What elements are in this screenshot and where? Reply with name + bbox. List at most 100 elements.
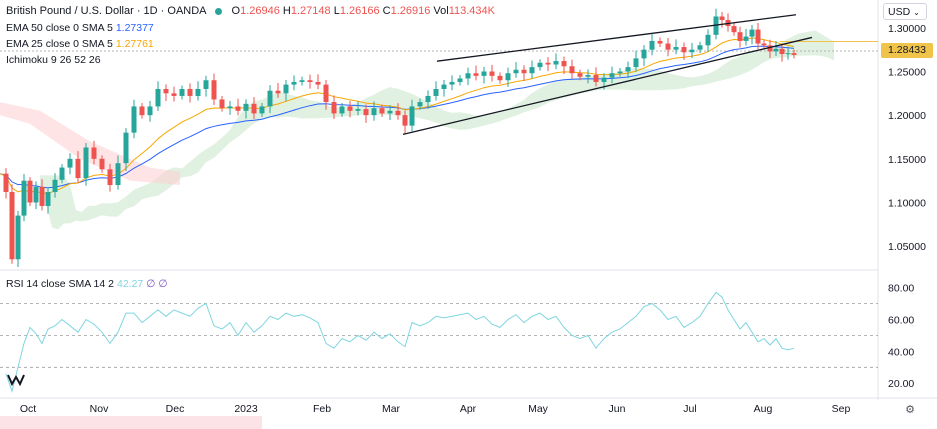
candle-body xyxy=(291,81,297,85)
candle xyxy=(489,64,495,82)
candle xyxy=(323,80,329,110)
candle xyxy=(219,95,225,112)
candle xyxy=(649,34,655,56)
candle-body xyxy=(227,106,233,109)
candle-body xyxy=(131,106,137,133)
grid-lines xyxy=(0,0,937,400)
candle-body xyxy=(39,186,45,206)
candle-body xyxy=(529,67,535,74)
time-tick-label: Sep xyxy=(832,403,851,415)
candle xyxy=(275,83,281,98)
candle-body xyxy=(577,73,583,77)
ichimoku-legend[interactable]: Ichimoku 9 26 52 26 xyxy=(6,54,101,66)
rsi-legend[interactable]: RSI 14 close SMA 14 2 42.27 ∅ ∅ xyxy=(6,278,168,290)
time-tick-label: 2023 xyxy=(234,403,258,415)
price-tick-label: 1.15000 xyxy=(888,154,926,166)
candle xyxy=(731,22,737,36)
candle-body xyxy=(513,69,519,74)
candle xyxy=(433,81,439,101)
candle-body xyxy=(59,167,65,180)
candle-body xyxy=(251,103,257,114)
ema50-legend[interactable]: EMA 50 close 0 SMA 5 1.27377 xyxy=(6,22,154,34)
time-tick-label: Jun xyxy=(609,403,626,415)
rsi-tick-label: 60.00 xyxy=(888,314,914,326)
candle xyxy=(402,110,408,134)
candle xyxy=(355,101,361,116)
candle-body xyxy=(585,74,591,77)
candle xyxy=(315,74,321,90)
chevron-down-icon: ⌄ xyxy=(913,8,920,17)
candle-body xyxy=(91,147,97,159)
candle-body xyxy=(489,71,495,76)
candle-body xyxy=(657,40,663,44)
candle-body xyxy=(755,29,761,44)
candle xyxy=(481,66,487,84)
candle xyxy=(45,187,51,214)
candle xyxy=(697,41,703,54)
candle xyxy=(773,41,779,56)
candle xyxy=(163,84,169,102)
candle xyxy=(617,68,623,77)
candle-body xyxy=(553,61,559,65)
candle xyxy=(171,86,177,102)
candle-body xyxy=(649,40,655,50)
candle-body xyxy=(409,106,415,126)
candle xyxy=(473,65,479,81)
candle xyxy=(497,72,503,84)
candle-body xyxy=(107,169,113,186)
candle xyxy=(537,59,543,71)
rsi-line xyxy=(5,291,795,393)
candle-body xyxy=(259,106,265,114)
candle-body xyxy=(307,80,313,82)
candle xyxy=(409,99,415,132)
candle xyxy=(139,102,145,119)
candle-body xyxy=(195,88,201,96)
candle xyxy=(179,85,185,100)
candle-body xyxy=(339,106,345,114)
candle-body xyxy=(743,36,749,41)
selection-highlight xyxy=(0,416,262,429)
candle xyxy=(441,80,447,97)
time-tick-label: Oct xyxy=(20,403,36,415)
candle xyxy=(251,97,257,120)
candle-body xyxy=(767,45,773,52)
candle xyxy=(521,65,527,81)
time-tick-label: Dec xyxy=(166,403,185,415)
candle-body xyxy=(33,186,39,203)
candle-body xyxy=(433,88,439,96)
settings-icon[interactable]: ⚙ xyxy=(905,404,915,416)
candle xyxy=(75,151,81,183)
candle xyxy=(553,53,559,70)
rsi-tick-label: 20.00 xyxy=(888,378,914,390)
candle xyxy=(307,74,313,89)
symbol-title[interactable]: British Pound / U.S. Dollar · 1D · OANDA xyxy=(6,5,207,17)
candle-body xyxy=(323,84,329,103)
candle xyxy=(641,45,647,67)
time-tick-label: Apr xyxy=(460,403,477,415)
candle xyxy=(203,75,209,97)
candle-body xyxy=(21,180,27,216)
candle xyxy=(609,66,615,84)
candle xyxy=(259,102,265,117)
candle-body xyxy=(609,73,615,78)
candle-body xyxy=(665,43,671,50)
candle xyxy=(585,69,591,84)
candle-body xyxy=(315,81,321,85)
candle-body xyxy=(417,102,423,107)
candle xyxy=(123,128,129,171)
candle xyxy=(67,153,73,175)
ema25-legend[interactable]: EMA 25 close 0 SMA 5 1.27761 xyxy=(6,38,154,50)
candle-body xyxy=(641,49,647,59)
time-tick-label: Jul xyxy=(683,403,696,415)
price-axis: 1.30000 1.25000 1.20000 1.15000 1.10000 1.050… xyxy=(888,23,926,390)
candle xyxy=(379,104,385,117)
currency-selector[interactable]: USD ⌄ xyxy=(883,3,927,20)
candle xyxy=(59,164,65,184)
candle-body xyxy=(179,88,185,96)
candle-body xyxy=(497,75,503,81)
candle-body xyxy=(155,88,161,107)
candle xyxy=(15,211,21,267)
candle-body xyxy=(481,71,487,76)
candle xyxy=(665,37,671,57)
